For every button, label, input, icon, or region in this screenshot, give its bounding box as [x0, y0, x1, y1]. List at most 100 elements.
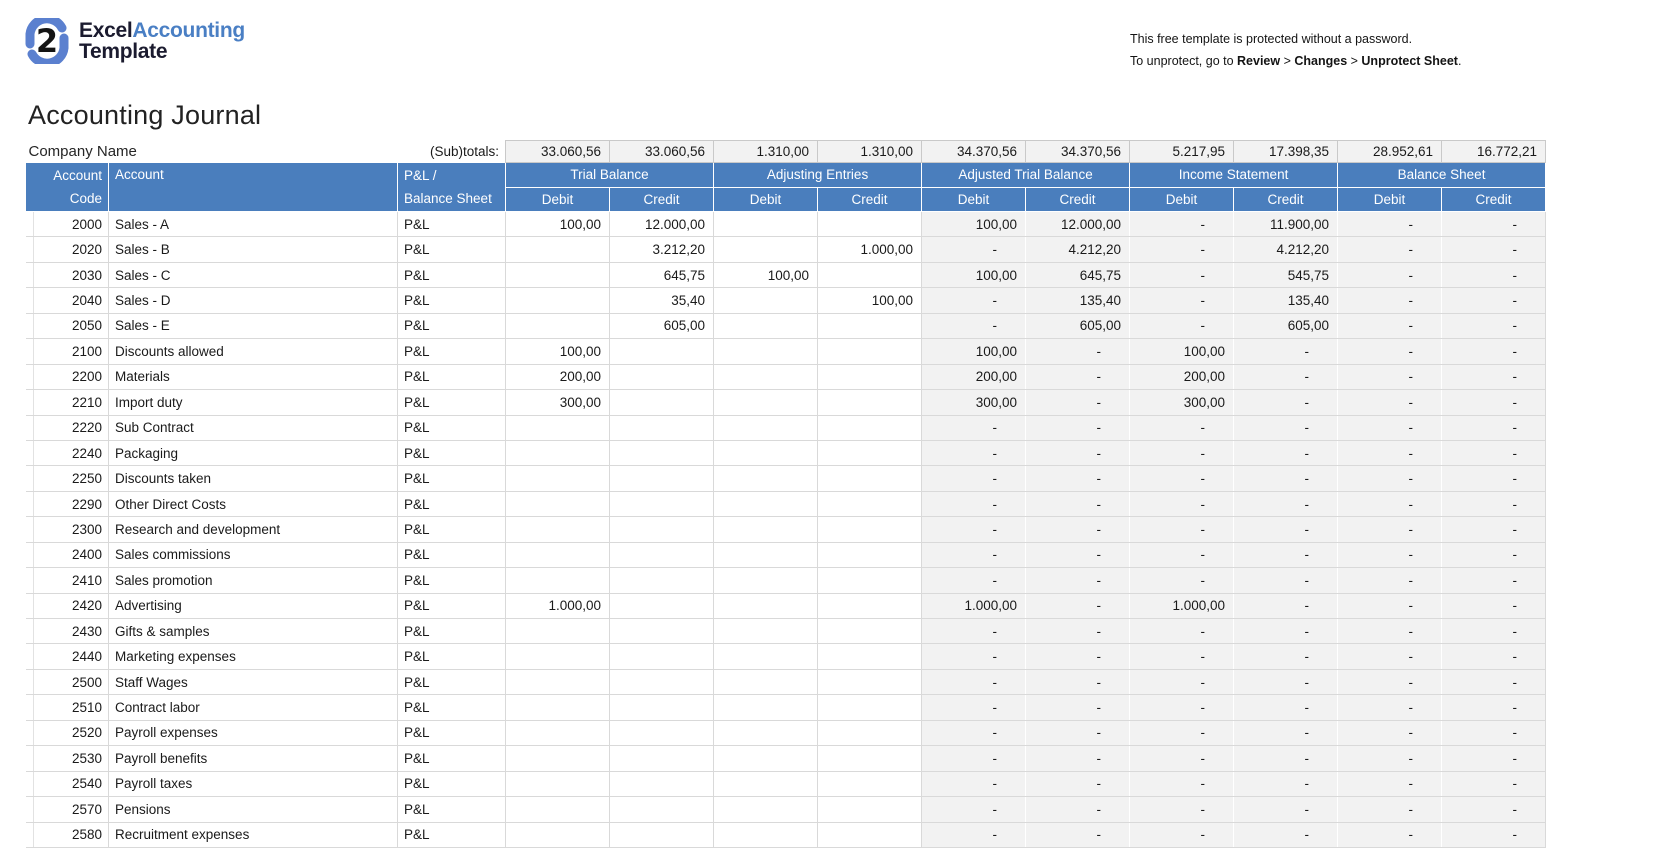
subtotal-adjusting-entries-credit[interactable]: 1.310,00	[818, 141, 922, 163]
income-statement-debit-cell[interactable]: -	[1130, 669, 1234, 694]
account-code-cell[interactable]: 2410	[34, 568, 109, 593]
adjusting-entries-credit-cell[interactable]	[818, 313, 922, 338]
balance-sheet-debit-cell[interactable]: -	[1338, 644, 1442, 669]
trial-balance-debit-cell[interactable]	[506, 491, 610, 516]
adjusting-entries-credit-cell[interactable]	[818, 491, 922, 516]
balance-sheet-debit-cell[interactable]: -	[1338, 390, 1442, 415]
account-name-cell[interactable]: Sales - D	[109, 288, 398, 313]
balance-sheet-debit-cell[interactable]: -	[1338, 746, 1442, 771]
trial-balance-credit-cell[interactable]: 645,75	[610, 262, 714, 287]
adjusted-trial-balance-credit-cell[interactable]: -	[1026, 669, 1130, 694]
balance-sheet-credit-cell[interactable]: -	[1442, 390, 1546, 415]
income-statement-debit-cell[interactable]: -	[1130, 313, 1234, 338]
adjusted-trial-balance-debit-cell[interactable]: -	[922, 644, 1026, 669]
trial-balance-credit-cell[interactable]	[610, 644, 714, 669]
pnl-balance-sheet-cell[interactable]: P&L	[398, 212, 506, 237]
adjusting-entries-debit-cell[interactable]	[714, 212, 818, 237]
adjusted-trial-balance-credit-cell[interactable]: 605,00	[1026, 313, 1130, 338]
pnl-balance-sheet-cell[interactable]: P&L	[398, 720, 506, 745]
subtotal-adjusted-trial-balance-debit[interactable]: 34.370,56	[922, 141, 1026, 163]
balance-sheet-credit-cell[interactable]: -	[1442, 771, 1546, 796]
balance-sheet-debit-cell[interactable]: -	[1338, 288, 1442, 313]
balance-sheet-debit-cell[interactable]: -	[1338, 771, 1442, 796]
adjusted-trial-balance-credit-cell[interactable]: -	[1026, 593, 1130, 618]
balance-sheet-debit-cell[interactable]: -	[1338, 695, 1442, 720]
balance-sheet-debit-cell[interactable]: -	[1338, 440, 1442, 465]
adjusted-trial-balance-debit-cell[interactable]: -	[922, 313, 1026, 338]
pnl-balance-sheet-cell[interactable]: P&L	[398, 364, 506, 389]
trial-balance-debit-cell[interactable]	[506, 822, 610, 847]
account-code-cell[interactable]: 2520	[34, 720, 109, 745]
income-statement-credit-cell[interactable]: -	[1234, 542, 1338, 567]
account-code-cell[interactable]: 2420	[34, 593, 109, 618]
balance-sheet-credit-cell[interactable]: -	[1442, 619, 1546, 644]
balance-sheet-debit-cell[interactable]: -	[1338, 797, 1442, 822]
trial-balance-credit-cell[interactable]	[610, 797, 714, 822]
pnl-balance-sheet-cell[interactable]: P&L	[398, 440, 506, 465]
balance-sheet-debit-cell[interactable]: -	[1338, 720, 1442, 745]
trial-balance-credit-cell[interactable]	[610, 542, 714, 567]
adjusted-trial-balance-debit-cell[interactable]: -	[922, 466, 1026, 491]
balance-sheet-debit-cell[interactable]: -	[1338, 568, 1442, 593]
income-statement-credit-cell[interactable]: -	[1234, 695, 1338, 720]
adjusting-entries-credit-cell[interactable]	[818, 542, 922, 567]
adjusting-entries-debit-cell[interactable]	[714, 797, 818, 822]
adjusted-trial-balance-debit-cell[interactable]: 300,00	[922, 390, 1026, 415]
adjusting-entries-credit-cell[interactable]	[818, 517, 922, 542]
trial-balance-debit-cell[interactable]: 300,00	[506, 390, 610, 415]
adjusting-entries-debit-cell[interactable]	[714, 364, 818, 389]
pnl-balance-sheet-cell[interactable]: P&L	[398, 491, 506, 516]
trial-balance-credit-cell[interactable]	[610, 771, 714, 796]
balance-sheet-credit-cell[interactable]: -	[1442, 644, 1546, 669]
income-statement-credit-cell[interactable]: -	[1234, 568, 1338, 593]
income-statement-debit-cell[interactable]: -	[1130, 746, 1234, 771]
trial-balance-credit-cell[interactable]	[610, 695, 714, 720]
balance-sheet-debit-cell[interactable]: -	[1338, 619, 1442, 644]
income-statement-credit-cell[interactable]: -	[1234, 415, 1338, 440]
income-statement-credit-cell[interactable]: 11.900,00	[1234, 212, 1338, 237]
income-statement-debit-cell[interactable]: -	[1130, 542, 1234, 567]
balance-sheet-credit-cell[interactable]: -	[1442, 288, 1546, 313]
income-statement-debit-cell[interactable]: -	[1130, 466, 1234, 491]
adjusting-entries-debit-cell[interactable]	[714, 237, 818, 262]
adjusting-entries-debit-cell[interactable]	[714, 415, 818, 440]
income-statement-credit-cell[interactable]: 135,40	[1234, 288, 1338, 313]
trial-balance-credit-cell[interactable]	[610, 746, 714, 771]
adjusted-trial-balance-debit-cell[interactable]: 1.000,00	[922, 593, 1026, 618]
income-statement-credit-cell[interactable]: -	[1234, 517, 1338, 542]
adjusted-trial-balance-debit-cell[interactable]: -	[922, 746, 1026, 771]
trial-balance-credit-cell[interactable]: 35,40	[610, 288, 714, 313]
account-name-cell[interactable]: Gifts & samples	[109, 619, 398, 644]
adjusted-trial-balance-credit-cell[interactable]: -	[1026, 619, 1130, 644]
account-code-cell[interactable]: 2050	[34, 313, 109, 338]
account-name-cell[interactable]: Sales commissions	[109, 542, 398, 567]
trial-balance-credit-cell[interactable]	[610, 339, 714, 364]
balance-sheet-debit-cell[interactable]: -	[1338, 466, 1442, 491]
income-statement-debit-cell[interactable]: -	[1130, 262, 1234, 287]
income-statement-credit-cell[interactable]: -	[1234, 619, 1338, 644]
income-statement-debit-cell[interactable]: -	[1130, 797, 1234, 822]
account-name-cell[interactable]: Pensions	[109, 797, 398, 822]
account-code-cell[interactable]: 2020	[34, 237, 109, 262]
trial-balance-debit-cell[interactable]	[506, 644, 610, 669]
income-statement-debit-cell[interactable]: -	[1130, 644, 1234, 669]
adjusting-entries-debit-cell[interactable]: 100,00	[714, 262, 818, 287]
pnl-balance-sheet-cell[interactable]: P&L	[398, 669, 506, 694]
income-statement-credit-cell[interactable]: -	[1234, 669, 1338, 694]
account-code-cell[interactable]: 2510	[34, 695, 109, 720]
company-name-cell[interactable]: Company Name	[27, 143, 137, 160]
adjusted-trial-balance-credit-cell[interactable]: 645,75	[1026, 262, 1130, 287]
balance-sheet-credit-cell[interactable]: -	[1442, 262, 1546, 287]
adjusted-trial-balance-credit-cell[interactable]: 4.212,20	[1026, 237, 1130, 262]
income-statement-debit-cell[interactable]: -	[1130, 619, 1234, 644]
account-name-cell[interactable]: Sales - E	[109, 313, 398, 338]
account-code-cell[interactable]: 2300	[34, 517, 109, 542]
adjusted-trial-balance-debit-cell[interactable]: -	[922, 669, 1026, 694]
adjusted-trial-balance-credit-cell[interactable]: 12.000,00	[1026, 212, 1130, 237]
trial-balance-debit-cell[interactable]	[506, 797, 610, 822]
balance-sheet-credit-cell[interactable]: -	[1442, 720, 1546, 745]
account-code-cell[interactable]: 2100	[34, 339, 109, 364]
adjusted-trial-balance-credit-cell[interactable]: -	[1026, 568, 1130, 593]
income-statement-debit-cell[interactable]: -	[1130, 288, 1234, 313]
income-statement-credit-cell[interactable]: 545,75	[1234, 262, 1338, 287]
